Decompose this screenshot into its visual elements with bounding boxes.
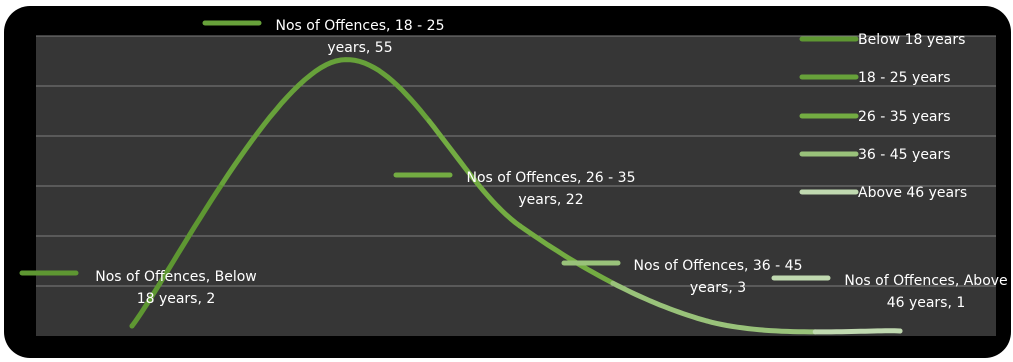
series-segment xyxy=(333,57,432,124)
series-segment xyxy=(426,118,523,229)
legend-entry: 26 - 35 years xyxy=(858,109,951,125)
series-segment xyxy=(220,58,339,186)
gridlines xyxy=(36,35,996,287)
data-label: 18 years, 2 xyxy=(137,291,216,307)
data-label: Nos of Offences, 36 - 45 xyxy=(634,258,803,274)
data-labels: Nos of Offences, Below 18 years, 2 Nos of … xyxy=(19,18,1008,311)
legend-entry: Above 46 years xyxy=(858,185,967,201)
data-label: years, 55 xyxy=(327,40,392,56)
data-label: Nos of Offences, Above xyxy=(844,273,1007,289)
data-label: years, 3 xyxy=(690,280,746,296)
legend-entry: 36 - 45 years xyxy=(858,147,951,163)
legend: Below 18 years 18 - 25 years 26 - 35 years… xyxy=(799,32,967,201)
data-point xyxy=(704,318,710,324)
data-point xyxy=(333,58,339,64)
data-label: years, 22 xyxy=(518,192,583,208)
data-point xyxy=(129,323,135,329)
data-label: Nos of Offences, 26 - 35 xyxy=(467,170,636,186)
legend-entry: 18 - 25 years xyxy=(858,70,951,86)
data-point xyxy=(517,223,523,229)
series-segment xyxy=(517,223,616,286)
data-point xyxy=(897,328,903,334)
series-line xyxy=(129,57,903,335)
series-segment xyxy=(610,280,710,324)
data-label: Nos of Offences, 18 - 25 xyxy=(276,18,445,34)
series-segment xyxy=(704,318,818,335)
data-label: 46 years, 1 xyxy=(887,295,966,311)
series-segment xyxy=(812,328,903,335)
data-label: Nos of Offences, Below xyxy=(95,269,257,285)
series-segment xyxy=(129,180,225,329)
legend-entry: Below 18 years xyxy=(858,32,965,48)
